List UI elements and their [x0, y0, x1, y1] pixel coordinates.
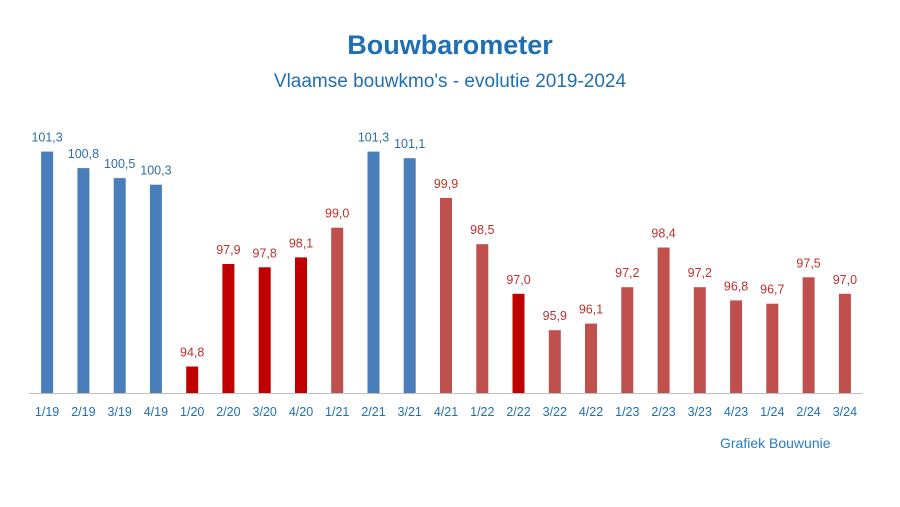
x-tick-label: 4/20: [289, 405, 313, 419]
data-label: 97,0: [506, 273, 530, 287]
bar-1-19: [41, 151, 54, 393]
data-label: 97,2: [688, 266, 712, 280]
x-tick-label: 1/23: [615, 405, 639, 419]
data-label: 98,1: [289, 236, 313, 250]
bar-1-24: [766, 303, 779, 393]
bar-1-20: [186, 366, 199, 393]
data-label: 98,4: [651, 227, 675, 241]
x-tick-label: 2/21: [361, 405, 385, 419]
data-label: 100,3: [140, 164, 171, 178]
bar-2-21: [367, 151, 380, 393]
x-tick-label: 1/21: [325, 405, 349, 419]
data-label: 100,8: [68, 147, 99, 161]
bar-4-23: [730, 300, 743, 393]
bar-2-24: [802, 277, 815, 393]
bar-2-19: [77, 168, 90, 393]
data-label: 96,8: [724, 279, 748, 293]
data-label: 97,2: [615, 266, 639, 280]
x-tick-label: 4/23: [724, 405, 748, 419]
bar-4-22: [585, 323, 597, 393]
data-label: 94,8: [180, 346, 204, 360]
data-label: 98,5: [470, 223, 494, 237]
bar-3-19: [113, 178, 126, 393]
bar-4-19: [149, 184, 162, 393]
bar-1-22: [476, 244, 489, 393]
data-label: 96,7: [760, 283, 784, 297]
bar-2-20: [222, 264, 235, 393]
chart-credit: Grafiek Bouwunie: [720, 435, 831, 451]
chart-title: Bouwbarometer: [347, 30, 553, 60]
x-tick-label: 3/24: [833, 405, 857, 419]
x-tick-label: 1/19: [35, 405, 59, 419]
x-tick-label: 3/19: [108, 405, 132, 419]
data-label: 96,1: [579, 303, 603, 317]
x-tick-label: 2/20: [216, 405, 240, 419]
x-tick-label: 3/20: [253, 405, 277, 419]
x-tick-label: 1/24: [760, 405, 784, 419]
x-tick-label: 2/24: [796, 405, 820, 419]
bar-3-24: [838, 293, 851, 393]
x-tick-label: 3/22: [543, 405, 567, 419]
x-tick-label: 1/20: [180, 405, 204, 419]
data-label: 101,1: [394, 137, 425, 151]
bar-2-23: [657, 247, 670, 393]
bar-1-23: [621, 287, 634, 393]
bar-4-21: [440, 197, 452, 393]
x-tick-label: 4/21: [434, 405, 458, 419]
data-label: 101,3: [31, 131, 62, 145]
data-label: 99,9: [434, 177, 458, 191]
x-tick-label: 3/21: [398, 405, 422, 419]
data-label: 95,9: [543, 309, 567, 323]
data-label: 97,9: [216, 243, 240, 257]
x-tick-label: 4/22: [579, 405, 603, 419]
x-tick-label: 3/23: [688, 405, 712, 419]
bar-3-23: [693, 287, 706, 393]
bar-4-20: [295, 257, 307, 393]
bar-2-22: [512, 293, 525, 393]
x-tick-label: 4/19: [144, 405, 168, 419]
data-label: 97,8: [253, 246, 277, 260]
data-label: 97,0: [833, 273, 857, 287]
chart-subtitle: Vlaamse bouwkmo's - evolutie 2019-2024: [273, 71, 627, 92]
bar-1-21: [331, 227, 344, 393]
bar-3-20: [258, 267, 271, 393]
x-tick-label: 2/22: [506, 405, 530, 419]
data-label: 97,5: [796, 256, 820, 270]
x-tick-label: 1/22: [470, 405, 494, 419]
bar-3-22: [548, 330, 561, 393]
data-label: 101,3: [358, 131, 389, 145]
data-label: 100,5: [104, 157, 135, 171]
x-tick-label: 2/23: [651, 405, 675, 419]
bar-3-21: [403, 158, 416, 393]
x-tick-label: 2/19: [71, 405, 95, 419]
data-label: 99,0: [325, 207, 349, 221]
